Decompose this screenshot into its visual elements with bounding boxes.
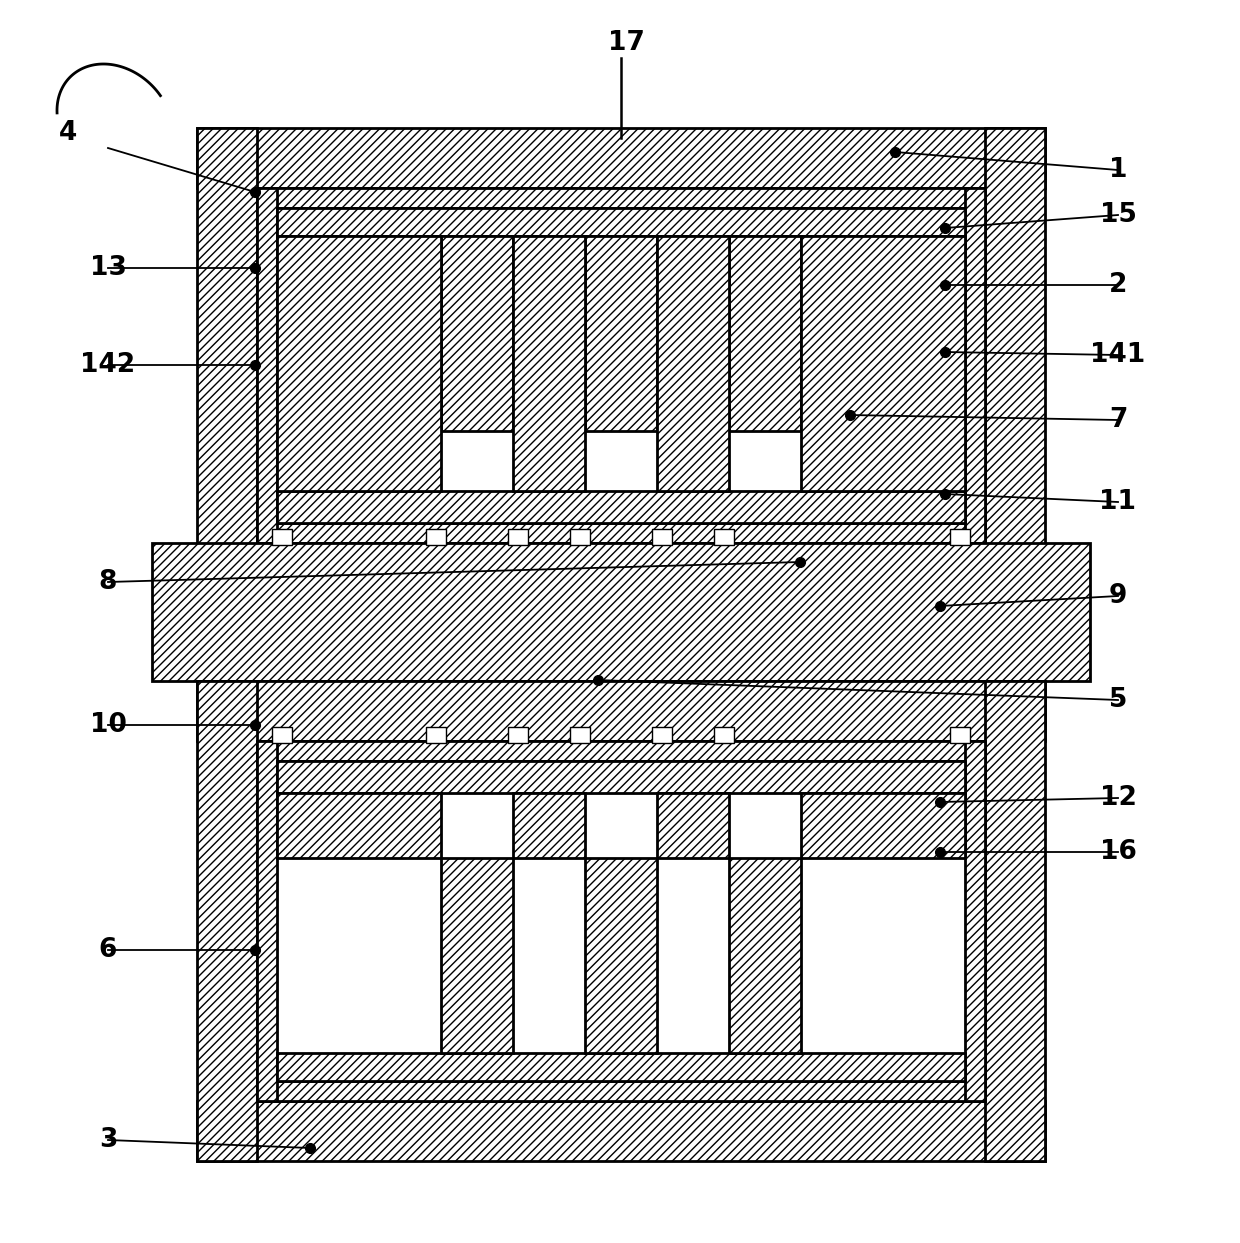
- Bar: [950, 530, 970, 544]
- Bar: [508, 727, 528, 743]
- Bar: [427, 727, 446, 743]
- Bar: [257, 741, 985, 761]
- Bar: [801, 793, 965, 858]
- Bar: [585, 236, 657, 431]
- Bar: [801, 236, 965, 491]
- Bar: [508, 530, 528, 544]
- Bar: [197, 128, 257, 603]
- Bar: [197, 681, 257, 1161]
- Bar: [729, 858, 801, 1053]
- Text: 142: 142: [81, 352, 135, 378]
- Bar: [153, 543, 1090, 681]
- Bar: [277, 236, 441, 491]
- Bar: [197, 543, 1045, 603]
- Bar: [427, 530, 446, 544]
- Bar: [277, 1053, 965, 1081]
- Bar: [714, 727, 734, 743]
- Bar: [257, 188, 277, 543]
- Bar: [277, 793, 441, 858]
- Bar: [277, 761, 965, 793]
- Bar: [985, 681, 1045, 1161]
- Text: 11: 11: [1100, 488, 1137, 515]
- Text: 16: 16: [1100, 839, 1136, 865]
- Bar: [197, 128, 1045, 188]
- Bar: [272, 727, 291, 743]
- Bar: [657, 236, 729, 491]
- Bar: [277, 208, 965, 236]
- Bar: [965, 741, 985, 1101]
- Bar: [729, 236, 801, 431]
- Bar: [257, 188, 985, 208]
- Text: 7: 7: [1109, 406, 1127, 433]
- Bar: [570, 530, 590, 544]
- Text: 6: 6: [99, 937, 118, 963]
- Text: 141: 141: [1090, 342, 1146, 368]
- Text: 12: 12: [1100, 786, 1136, 810]
- Bar: [257, 741, 277, 1101]
- Bar: [197, 681, 1045, 741]
- Text: 4: 4: [58, 121, 77, 145]
- Bar: [657, 793, 729, 858]
- Bar: [277, 491, 965, 523]
- Bar: [585, 858, 657, 1053]
- Bar: [272, 530, 291, 544]
- Bar: [652, 530, 672, 544]
- Text: 1: 1: [1109, 157, 1127, 183]
- Bar: [513, 236, 585, 491]
- Text: 17: 17: [608, 30, 645, 56]
- Text: 13: 13: [89, 255, 126, 281]
- Bar: [197, 1101, 1045, 1161]
- Bar: [965, 188, 985, 543]
- Bar: [441, 858, 513, 1053]
- Bar: [570, 727, 590, 743]
- Text: 2: 2: [1109, 272, 1127, 298]
- Bar: [714, 530, 734, 544]
- Text: 9: 9: [1109, 583, 1127, 609]
- Text: 10: 10: [89, 712, 126, 738]
- Bar: [257, 523, 985, 543]
- Text: 15: 15: [1100, 203, 1136, 227]
- Text: 8: 8: [99, 569, 118, 595]
- Bar: [441, 236, 513, 431]
- Text: 5: 5: [1109, 687, 1127, 713]
- Bar: [950, 727, 970, 743]
- Text: 3: 3: [99, 1127, 118, 1154]
- Bar: [513, 793, 585, 858]
- Bar: [652, 727, 672, 743]
- Bar: [985, 128, 1045, 603]
- Bar: [257, 1081, 985, 1101]
